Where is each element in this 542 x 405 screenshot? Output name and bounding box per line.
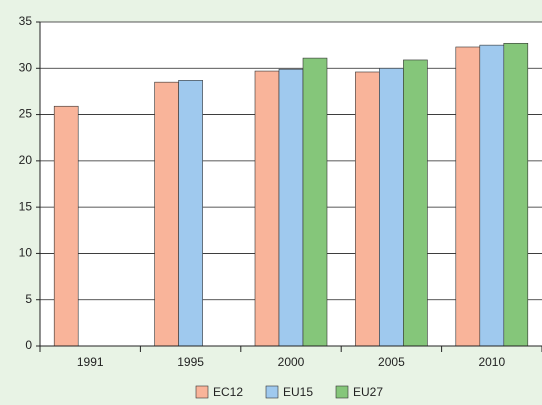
legend-swatch: [195, 385, 209, 399]
y-tick-label: 5: [25, 292, 32, 306]
bar: [302, 57, 328, 347]
legend-label: EU15: [283, 385, 313, 399]
bar: [455, 46, 481, 347]
bar: [503, 42, 529, 347]
bar: [178, 80, 203, 347]
x-tick-label: 2005: [378, 355, 405, 369]
legend-swatch: [265, 385, 279, 399]
bar: [403, 59, 428, 347]
legend-swatch: [335, 385, 349, 399]
x-tick-label: 2000: [278, 355, 305, 369]
bar: [479, 44, 505, 347]
bar: [379, 67, 404, 347]
legend-label: EC12: [213, 385, 243, 399]
bar: [278, 68, 304, 347]
legend-label: EU27: [353, 385, 383, 399]
y-tick-label: 35: [19, 14, 33, 28]
bar: [154, 81, 179, 347]
y-tick-label: 10: [19, 246, 33, 260]
x-tick-label: 2010: [478, 355, 505, 369]
y-tick-label: 25: [19, 107, 33, 121]
y-tick-label: 0: [25, 338, 32, 352]
bar: [355, 71, 380, 347]
x-tick-label: 1991: [77, 355, 104, 369]
y-tick-label: 15: [19, 199, 33, 213]
y-tick-label: 30: [19, 60, 33, 74]
bar: [53, 105, 79, 347]
x-tick-label: 1995: [177, 355, 204, 369]
bar: [254, 70, 280, 347]
y-tick-label: 20: [19, 153, 33, 167]
